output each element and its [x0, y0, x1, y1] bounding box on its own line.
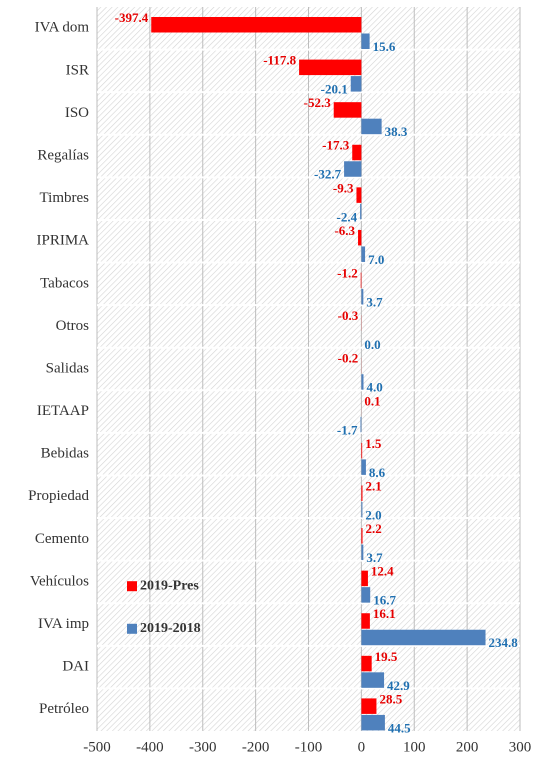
value-label: -20.1: [321, 82, 348, 97]
value-label: -397.4: [115, 10, 149, 25]
value-label: -0.3: [338, 308, 359, 323]
bar: [361, 246, 366, 262]
bar: [361, 485, 363, 501]
bar: [361, 33, 370, 49]
bar: [361, 587, 371, 603]
x-tick-label: -100: [295, 739, 323, 755]
category-label: IVA dom: [35, 20, 90, 36]
value-label: 234.8: [489, 635, 519, 650]
x-tick-label: 100: [403, 739, 426, 755]
x-tick-label: 300: [509, 739, 532, 755]
bar: [361, 629, 486, 646]
category-label: Petróleo: [39, 701, 89, 717]
value-label: -52.3: [304, 95, 332, 110]
value-label: 0.0: [364, 337, 380, 352]
bar: [358, 229, 362, 246]
bar: [356, 187, 362, 203]
category-label: ISR: [66, 62, 89, 78]
value-label: 7.0: [368, 252, 384, 267]
x-tick-label: -500: [83, 739, 111, 755]
x-tick-label: -400: [136, 739, 164, 755]
value-label: 4.0: [366, 380, 382, 395]
value-label: -1.7: [337, 422, 358, 437]
value-label: 2.2: [366, 521, 382, 536]
bar: [361, 655, 372, 672]
category-label: Bebidas: [41, 446, 89, 462]
value-label: 19.5: [375, 649, 398, 664]
bar: [361, 289, 364, 305]
value-label: 16.1: [373, 606, 396, 621]
category-label: IETAAP: [37, 403, 89, 419]
category-label: Regalías: [37, 147, 89, 163]
category-label: Cemento: [35, 531, 89, 547]
value-label: 1.5: [365, 436, 382, 451]
bar: [361, 544, 364, 561]
category-label: Vehículos: [30, 573, 89, 589]
bar: [361, 459, 366, 475]
bar: [361, 118, 382, 135]
bar: [333, 102, 362, 118]
bar: [344, 161, 362, 177]
category-label: ISO: [65, 105, 89, 121]
value-label: -17.3: [322, 138, 350, 153]
value-label: 44.5: [388, 720, 411, 735]
category-label: Otros: [56, 318, 89, 334]
bar: [361, 501, 363, 518]
bar: [361, 442, 363, 459]
bar: [361, 528, 363, 544]
category-label: Propiedad: [28, 488, 89, 504]
category-label: DAI: [62, 659, 89, 675]
bar: [361, 672, 385, 688]
value-label: -0.2: [338, 351, 359, 366]
value-label: -1.2: [337, 266, 358, 281]
category-label: Tabacos: [40, 275, 89, 291]
value-label: 0.1: [364, 393, 380, 408]
bar: [299, 59, 362, 76]
value-label: 38.3: [385, 124, 408, 139]
legend-label: 2019-2018: [140, 621, 201, 636]
bar: [361, 698, 377, 714]
value-label: -6.3: [334, 223, 355, 238]
bar: [361, 570, 368, 587]
bar: [360, 272, 362, 289]
category-label: IVA imp: [38, 616, 89, 632]
bar: [360, 203, 362, 220]
value-label: -2.4: [337, 209, 358, 224]
bar: [361, 374, 364, 390]
x-tick-label: 200: [456, 739, 479, 755]
category-label: IPRIMA: [36, 233, 89, 249]
value-label: 42.9: [387, 678, 410, 693]
x-tick-label: -200: [242, 739, 270, 755]
bar: [361, 714, 385, 731]
x-tick-label: 0: [358, 739, 366, 755]
legend-label: 2019-Pres: [140, 578, 199, 593]
value-label: -9.3: [333, 180, 354, 195]
value-label: 2.1: [365, 478, 381, 493]
legend-swatch: [127, 581, 137, 592]
value-label: -117.8: [263, 53, 296, 68]
value-label: 2.0: [365, 507, 381, 522]
value-label: 28.5: [379, 691, 402, 706]
bar: [151, 17, 362, 33]
category-label: Salidas: [46, 360, 89, 376]
value-label: 16.7: [373, 593, 396, 608]
value-label: 8.6: [369, 465, 386, 480]
bar: [350, 76, 362, 92]
category-label: Timbres: [40, 190, 90, 206]
value-label: 12.4: [371, 564, 394, 579]
value-label: -32.7: [314, 167, 342, 182]
value-label: 3.7: [366, 295, 383, 310]
value-label: 15.6: [373, 39, 396, 54]
value-label: 3.7: [366, 550, 383, 565]
legend-swatch: [127, 623, 137, 634]
bar: [360, 416, 362, 433]
bar: [361, 613, 370, 629]
bar: [352, 144, 362, 161]
x-tick-label: -300: [189, 739, 217, 755]
